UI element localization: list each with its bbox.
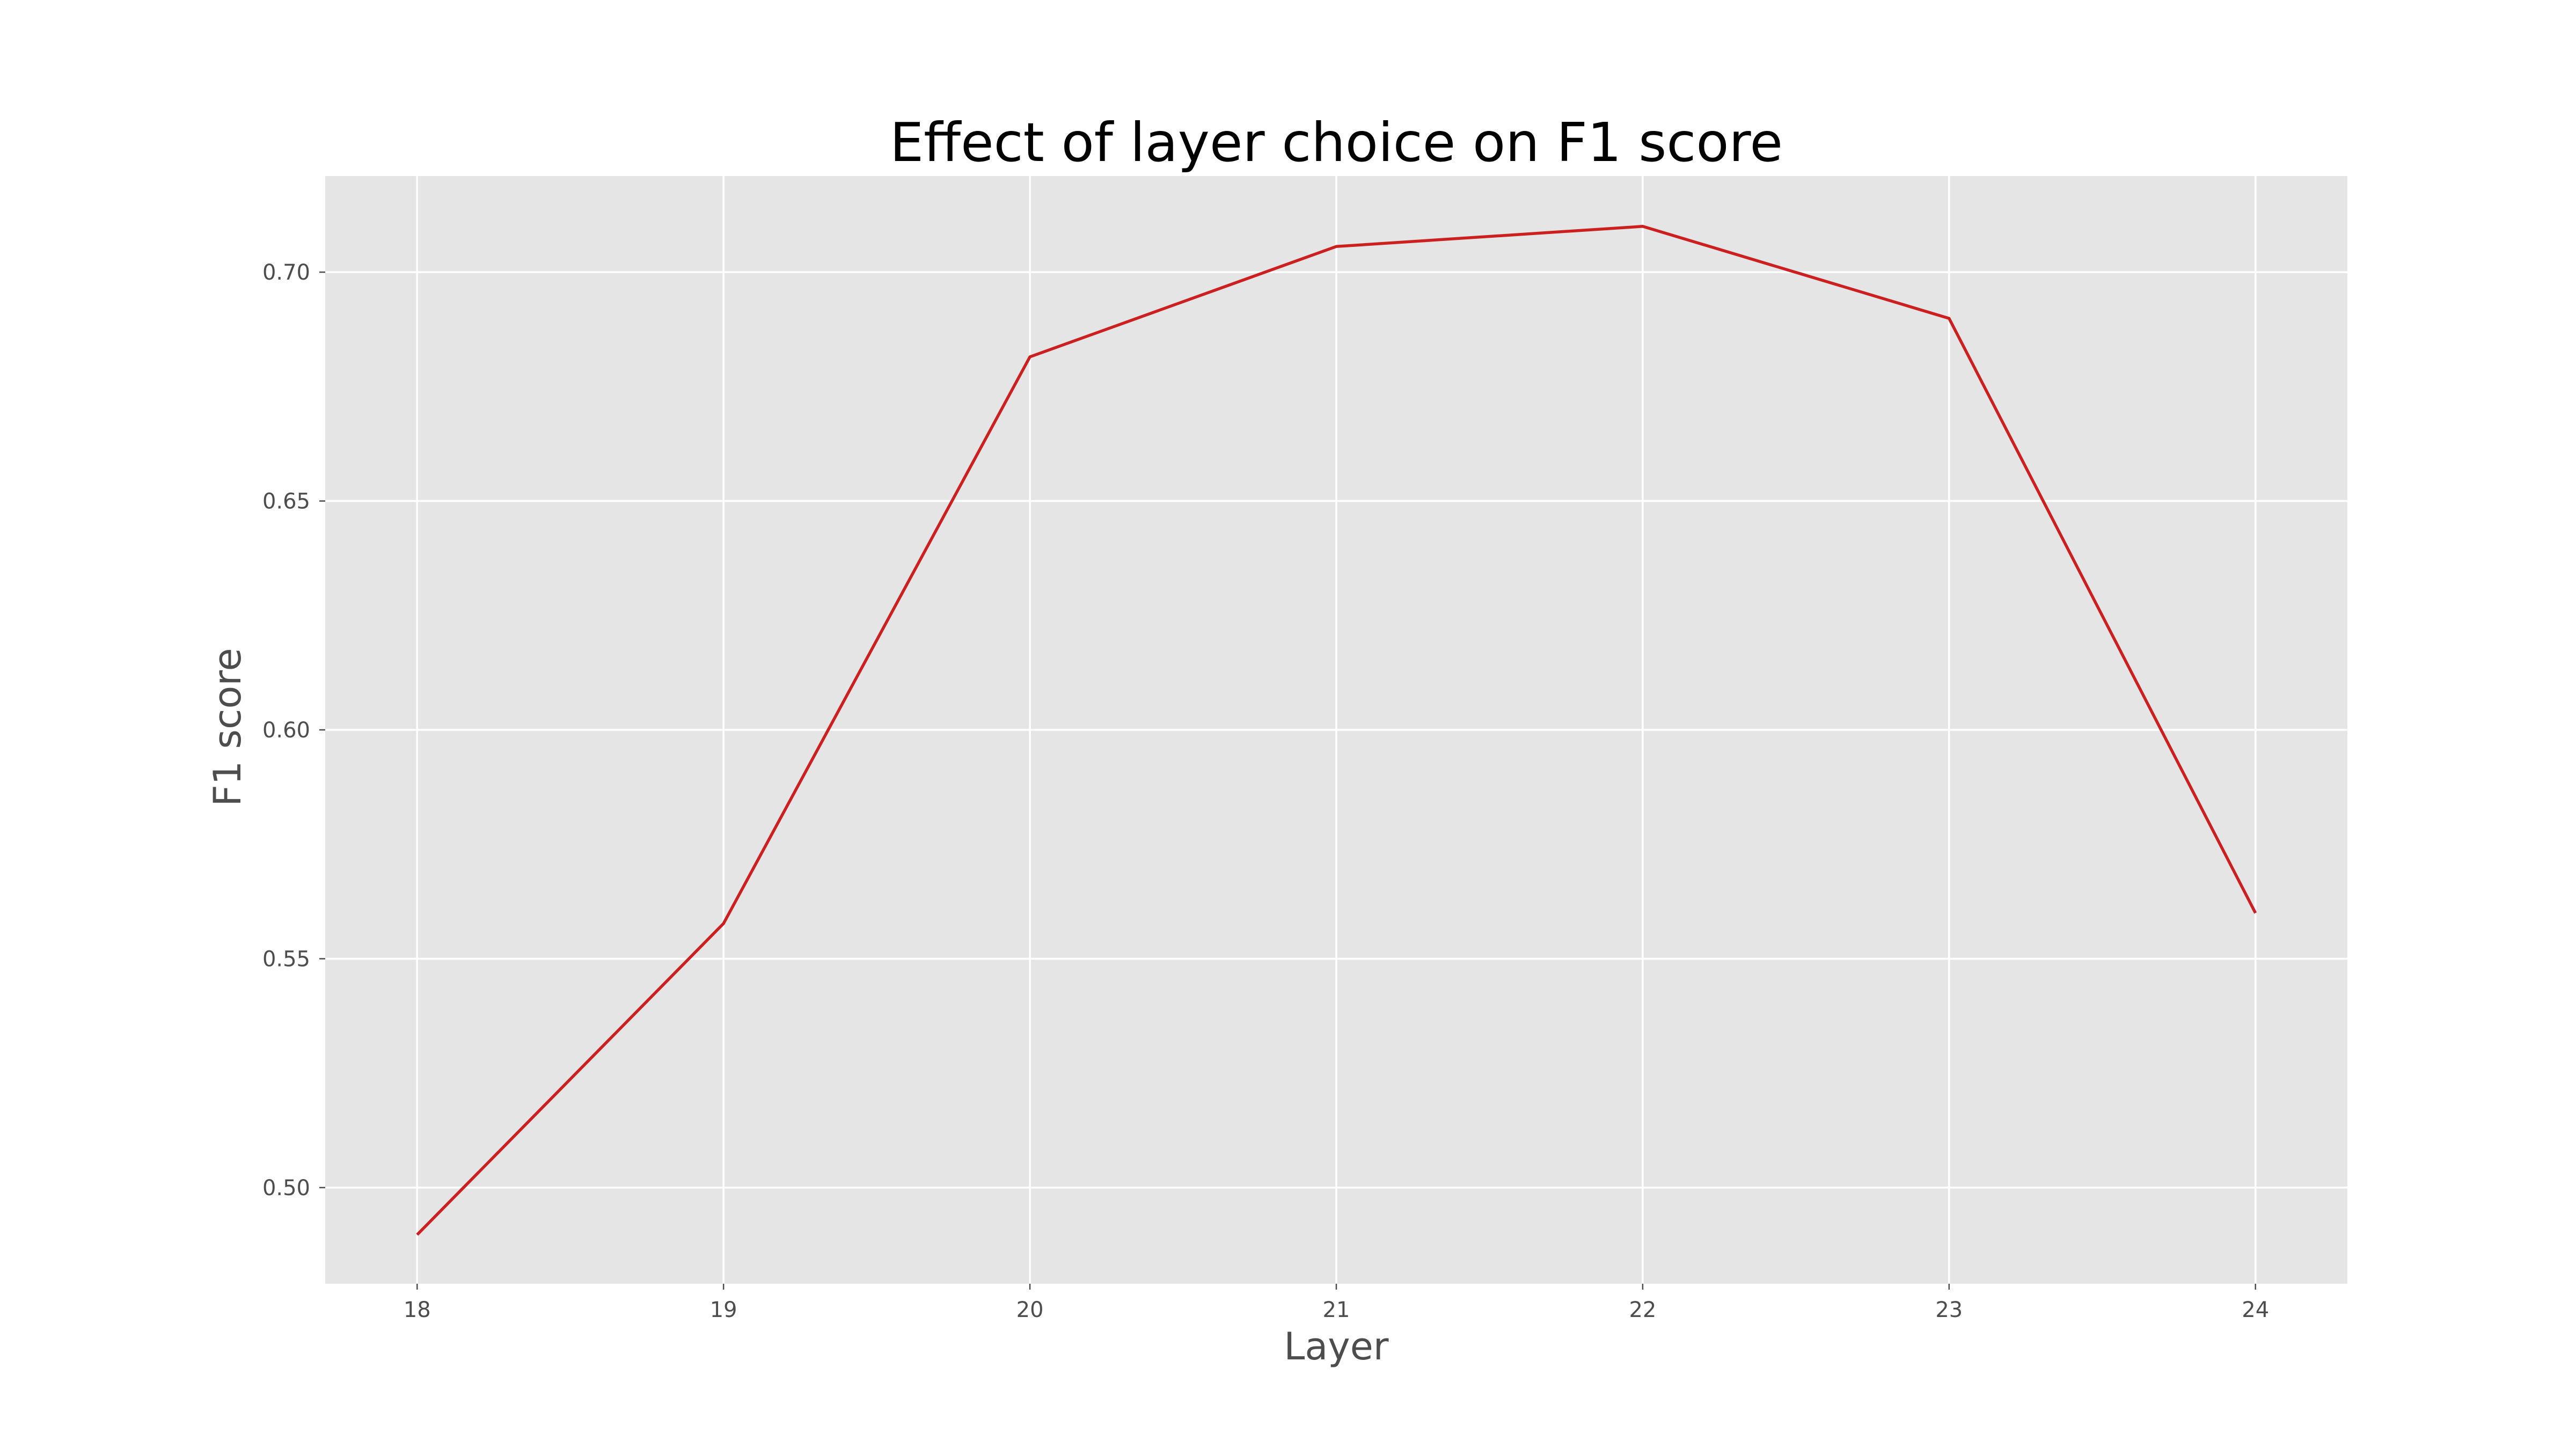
x-tick-label: 20 — [1016, 1298, 1044, 1322]
axis-ticks: 18 19 20 21 22 23 24 0.50 0.55 0.60 0.65 0.70 — [262, 260, 2269, 1322]
y-tick-label: 0.60 — [262, 718, 310, 743]
x-tick-label: 18 — [404, 1298, 431, 1322]
grid — [325, 176, 2347, 1284]
series — [416, 225, 2257, 1236]
y-tick-label: 0.50 — [262, 1176, 310, 1201]
x-tick-label: 19 — [710, 1298, 737, 1322]
x-tick-label: 24 — [2242, 1298, 2269, 1322]
y-tick-label: 0.65 — [262, 489, 310, 514]
y-axis-label: F1 score — [206, 648, 250, 806]
x-axis-label: Layer — [1284, 1324, 1388, 1368]
series-line — [416, 225, 2257, 1236]
x-tick-label: 21 — [1323, 1298, 1350, 1322]
chart-title: Effect of layer choice on F1 score — [890, 111, 1783, 174]
y-tick-label: 0.55 — [262, 947, 310, 971]
x-tick-label: 23 — [1935, 1298, 1963, 1322]
x-tick-label: 22 — [1629, 1298, 1656, 1322]
y-tick-label: 0.70 — [262, 260, 310, 285]
